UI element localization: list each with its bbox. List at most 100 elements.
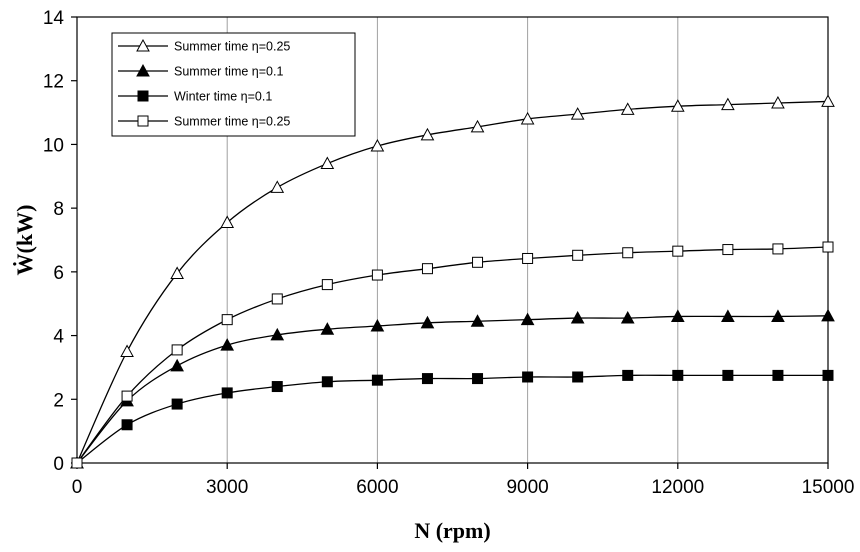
y-tick-label: 0	[53, 454, 64, 475]
data-point	[520, 312, 535, 326]
data-point	[320, 156, 335, 170]
data-point	[622, 247, 634, 259]
legend-marker	[136, 63, 150, 77]
data-point	[771, 95, 785, 109]
legend-label: Summer time η=0.25	[174, 40, 290, 54]
data-point	[572, 371, 584, 383]
series-2	[70, 308, 835, 469]
data-point	[822, 369, 834, 381]
legend-item: Winter time η=0.1	[118, 90, 272, 104]
data-point	[271, 293, 283, 305]
data-point	[822, 241, 834, 253]
data-point	[821, 308, 835, 322]
data-point	[421, 373, 433, 385]
data-point	[121, 419, 133, 431]
series-1	[70, 94, 835, 469]
legend-label: Summer time η=0.25	[174, 115, 290, 129]
y-tick-label: 10	[43, 135, 64, 156]
data-point	[722, 369, 734, 381]
legend-item: Summer time η=0.25	[118, 115, 290, 129]
x-tick-label: 3000	[206, 477, 248, 498]
data-point	[520, 111, 535, 125]
data-point	[421, 263, 433, 275]
data-point	[670, 99, 685, 112]
data-point	[470, 119, 485, 133]
data-point	[221, 387, 233, 399]
data-point	[370, 318, 385, 332]
data-point	[270, 327, 285, 341]
legend-label: Winter time η=0.1	[174, 90, 272, 104]
data-point	[371, 269, 383, 281]
plot-area-frame	[76, 16, 829, 464]
x-tick-label: 6000	[356, 477, 398, 498]
data-point	[570, 311, 585, 324]
data-point	[670, 309, 685, 322]
data-point	[121, 390, 133, 402]
data-point	[420, 127, 435, 141]
y-tick-label: 12	[43, 72, 64, 93]
legend-marker	[137, 115, 149, 127]
data-point	[71, 457, 83, 469]
data-point	[821, 94, 835, 107]
data-point	[220, 215, 235, 228]
data-point	[271, 381, 283, 393]
y-tick-label: 4	[53, 327, 64, 348]
data-point	[572, 249, 584, 261]
data-point	[221, 314, 233, 326]
y-tick-label: 14	[43, 8, 65, 29]
x-tick-label: 9000	[506, 477, 548, 498]
x-tick-label: 0	[72, 477, 83, 498]
data-point	[570, 107, 585, 120]
data-point	[170, 358, 184, 372]
series-4	[71, 241, 834, 469]
data-point	[420, 315, 435, 329]
data-point	[620, 311, 635, 324]
series-line	[76, 246, 829, 464]
data-point	[620, 102, 635, 115]
series-line	[76, 315, 829, 464]
legend-box	[111, 32, 356, 137]
data-point	[170, 266, 184, 279]
data-point	[672, 369, 684, 381]
data-point	[321, 279, 333, 291]
series-3	[71, 369, 834, 469]
data-point	[721, 309, 735, 322]
data-point	[722, 244, 734, 256]
series-line	[76, 100, 829, 464]
data-point	[772, 369, 784, 381]
data-point	[771, 309, 785, 322]
data-point	[321, 376, 333, 388]
data-point	[772, 243, 784, 255]
data-point	[120, 344, 134, 357]
data-point	[622, 369, 634, 381]
x-axis-ticks: 0 3000 6000 9000 12000 15000	[72, 463, 855, 498]
x-tick-label: 12000	[651, 477, 704, 498]
data-point	[220, 338, 235, 351]
data-point	[472, 256, 484, 268]
legend-label: Summer time η=0.1	[174, 65, 283, 79]
data-point	[320, 322, 335, 335]
data-point	[672, 245, 684, 257]
legend-item: Summer time η=0.1	[118, 63, 283, 79]
data-point	[171, 398, 183, 410]
y-axis-ticks: 0 2 4 6 8 10 12 14	[43, 8, 77, 475]
legend: Summer time η=0.25 Summer time η=0.1 Winte…	[111, 32, 356, 137]
data-point	[371, 374, 383, 386]
legend-marker	[136, 38, 150, 52]
data-point	[472, 373, 484, 385]
data-point	[522, 252, 534, 264]
data-point	[370, 138, 385, 152]
y-tick-label: 2	[53, 390, 64, 411]
series-layer	[70, 94, 835, 469]
y-tick-label: 8	[53, 199, 64, 220]
data-point	[522, 371, 534, 383]
data-point	[171, 344, 183, 356]
series-line	[76, 374, 828, 464]
x-axis-title: N (rpm)	[414, 518, 490, 543]
x-tick-label: 15000	[802, 477, 855, 498]
y-axis-title: Ẇ(kW)	[12, 205, 37, 276]
data-point	[270, 180, 285, 193]
legend-marker	[137, 90, 149, 102]
y-tick-label: 6	[53, 263, 64, 284]
